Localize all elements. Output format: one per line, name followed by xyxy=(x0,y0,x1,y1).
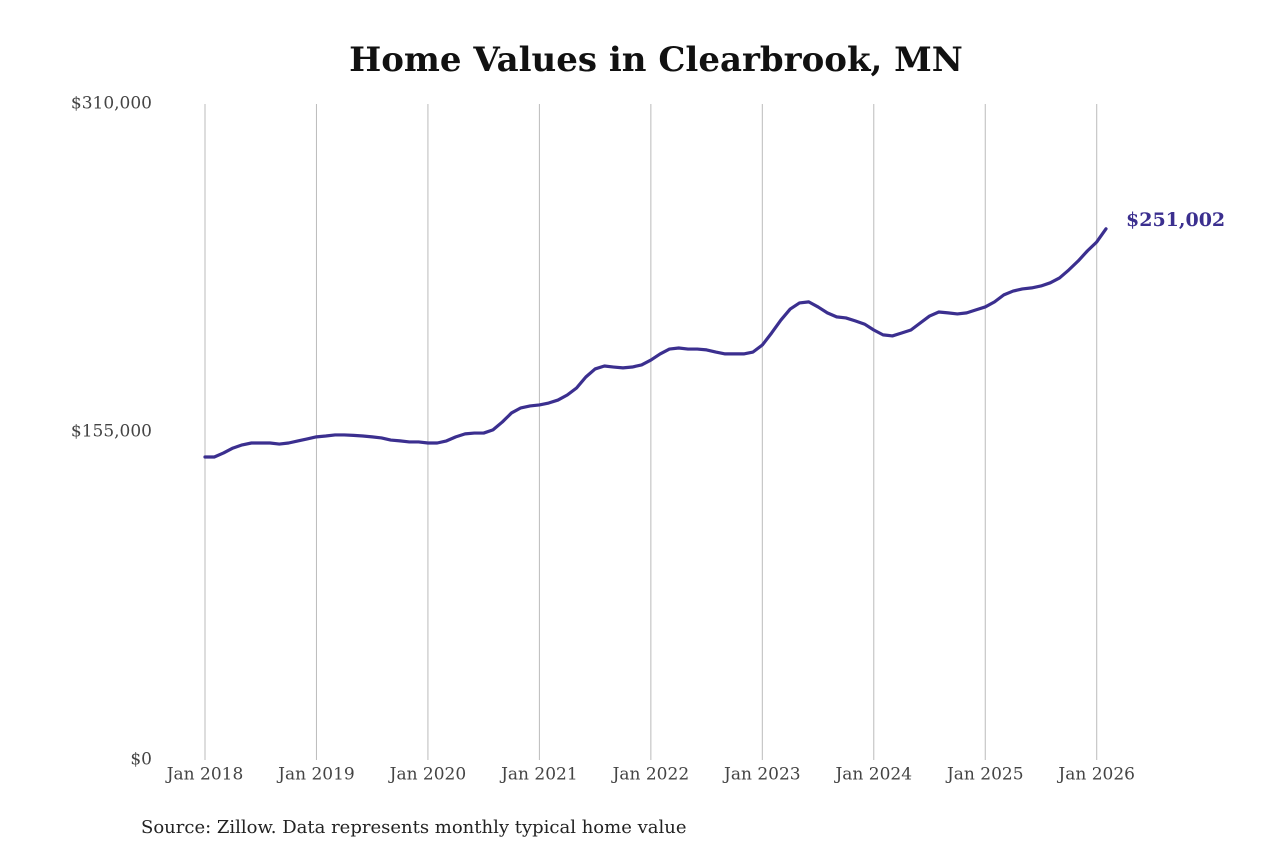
x-tick-label: Jan 2021 xyxy=(499,765,578,785)
x-tick-label: Jan 2019 xyxy=(276,765,355,785)
line-series xyxy=(203,227,1108,459)
x-tick-label: Jan 2022 xyxy=(611,765,690,785)
x-tick-label: Jan 2025 xyxy=(945,765,1024,785)
x-tick-label: Jan 2026 xyxy=(1056,765,1135,785)
chart-title: Home Values in Clearbrook, MN xyxy=(349,40,963,80)
x-tick-label: Jan 2020 xyxy=(388,765,467,785)
y-tick-label: $310,000 xyxy=(71,94,152,114)
x-tick-label: Jan 2023 xyxy=(722,765,801,785)
source-note: Source: Zillow. Data represents monthly … xyxy=(141,817,687,838)
x-tick-label: Jan 2018 xyxy=(165,765,244,785)
end-value-label: $251,002 xyxy=(1126,209,1225,231)
x-tick-label: Jan 2024 xyxy=(833,765,912,785)
y-tick-label: $155,000 xyxy=(71,422,152,442)
y-tick-label: $0 xyxy=(130,750,152,770)
